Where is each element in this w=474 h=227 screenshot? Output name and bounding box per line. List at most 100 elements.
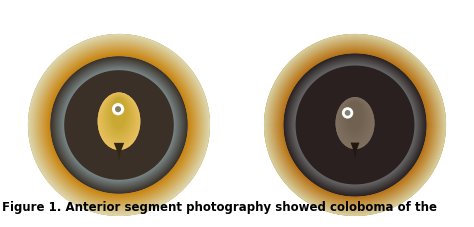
Polygon shape [294, 64, 416, 186]
Polygon shape [34, 40, 204, 210]
Circle shape [112, 104, 124, 115]
Ellipse shape [101, 94, 137, 145]
Polygon shape [37, 44, 201, 206]
Polygon shape [44, 50, 195, 201]
Circle shape [345, 111, 350, 116]
Ellipse shape [108, 97, 130, 134]
Ellipse shape [345, 101, 365, 135]
Polygon shape [292, 62, 418, 188]
Polygon shape [57, 63, 182, 188]
Polygon shape [31, 38, 207, 213]
Polygon shape [58, 64, 180, 186]
Polygon shape [53, 60, 185, 191]
Ellipse shape [339, 99, 370, 143]
Polygon shape [276, 47, 434, 204]
Polygon shape [287, 58, 423, 193]
Polygon shape [57, 64, 181, 187]
Polygon shape [45, 51, 193, 200]
Polygon shape [39, 46, 199, 205]
Polygon shape [41, 48, 197, 203]
Polygon shape [285, 55, 425, 195]
Polygon shape [42, 48, 196, 202]
Polygon shape [51, 57, 187, 193]
Polygon shape [53, 59, 186, 192]
Polygon shape [36, 42, 202, 209]
Polygon shape [29, 36, 209, 215]
Ellipse shape [342, 100, 368, 139]
Polygon shape [294, 65, 416, 186]
Polygon shape [291, 62, 419, 189]
Polygon shape [63, 69, 175, 181]
Polygon shape [292, 62, 419, 189]
Polygon shape [271, 41, 439, 210]
Ellipse shape [105, 96, 133, 139]
Circle shape [342, 108, 353, 119]
Polygon shape [36, 43, 202, 208]
Polygon shape [291, 61, 419, 190]
Polygon shape [50, 57, 188, 194]
Polygon shape [291, 62, 419, 189]
Ellipse shape [336, 98, 374, 148]
Ellipse shape [98, 93, 140, 151]
Polygon shape [61, 68, 177, 183]
Ellipse shape [340, 99, 370, 142]
Ellipse shape [99, 94, 139, 148]
Polygon shape [50, 57, 188, 194]
Polygon shape [273, 43, 438, 208]
Polygon shape [266, 37, 444, 214]
Polygon shape [32, 39, 206, 212]
Polygon shape [283, 53, 428, 198]
Polygon shape [51, 58, 187, 193]
Polygon shape [43, 49, 195, 201]
Text: A: A [37, 44, 49, 59]
Polygon shape [64, 71, 174, 180]
Polygon shape [276, 47, 434, 204]
Polygon shape [270, 40, 440, 211]
Polygon shape [35, 42, 203, 209]
Polygon shape [46, 52, 192, 198]
Polygon shape [279, 50, 431, 201]
Ellipse shape [106, 96, 132, 138]
Polygon shape [40, 47, 198, 204]
Polygon shape [64, 71, 174, 180]
Polygon shape [28, 35, 210, 216]
Polygon shape [52, 58, 186, 192]
Polygon shape [28, 35, 210, 215]
Polygon shape [59, 66, 179, 185]
Polygon shape [271, 42, 439, 209]
Polygon shape [58, 65, 180, 186]
Polygon shape [267, 38, 443, 213]
Ellipse shape [342, 100, 368, 140]
Polygon shape [283, 54, 427, 197]
Ellipse shape [344, 101, 366, 137]
Polygon shape [63, 70, 175, 181]
Polygon shape [296, 66, 414, 185]
Polygon shape [30, 37, 208, 214]
Polygon shape [49, 56, 189, 195]
Ellipse shape [348, 103, 362, 130]
Circle shape [115, 107, 121, 113]
Polygon shape [295, 66, 415, 185]
Polygon shape [275, 46, 435, 205]
Ellipse shape [339, 99, 371, 144]
Polygon shape [288, 59, 422, 192]
Polygon shape [63, 69, 175, 182]
Polygon shape [34, 41, 204, 210]
Polygon shape [48, 55, 190, 196]
Polygon shape [61, 67, 177, 184]
Polygon shape [30, 37, 208, 214]
Polygon shape [266, 37, 444, 214]
Ellipse shape [343, 101, 367, 138]
Polygon shape [283, 54, 427, 197]
Polygon shape [280, 51, 430, 200]
Polygon shape [351, 143, 359, 160]
Polygon shape [60, 67, 178, 184]
Polygon shape [277, 48, 433, 203]
Polygon shape [294, 65, 416, 186]
Polygon shape [268, 39, 442, 212]
Polygon shape [288, 59, 422, 192]
Polygon shape [44, 51, 194, 200]
Polygon shape [264, 35, 446, 216]
Polygon shape [59, 66, 179, 185]
Polygon shape [47, 54, 191, 197]
